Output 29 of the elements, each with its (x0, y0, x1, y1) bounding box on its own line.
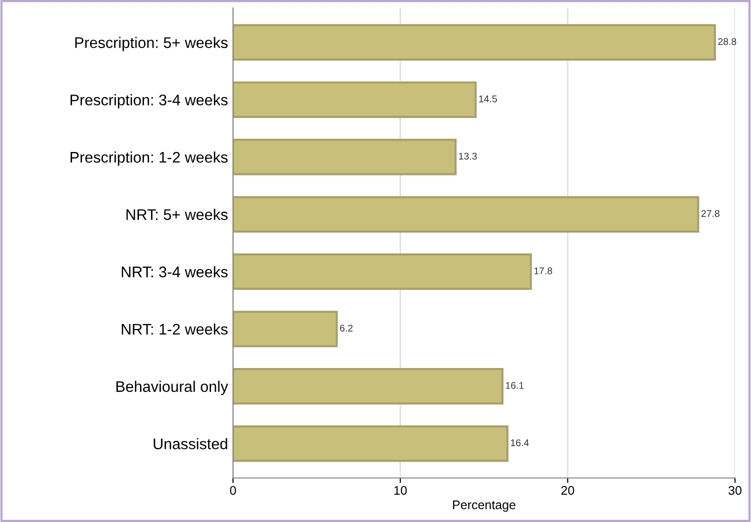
x-tick-label: 20 (561, 486, 574, 495)
y-tick-label: Prescription: 1-2 weeks (70, 151, 228, 166)
y-tick-label: NRT: 3-4 weeks (122, 266, 228, 278)
y-tick-label: Behavioural only (116, 380, 228, 395)
bar (233, 310, 338, 348)
bar (233, 81, 477, 118)
data-label: 13.3 (459, 152, 477, 160)
data-label: 16.4 (510, 439, 529, 446)
data-label: 28.8 (718, 38, 736, 45)
data-label: 17.8 (534, 267, 552, 274)
bar (233, 196, 700, 233)
data-label: 27.8 (701, 210, 720, 217)
y-tick-label: NRT: 5+ weeks (126, 208, 228, 220)
bar (233, 253, 532, 290)
data-label: 6.2 (340, 324, 353, 332)
y-tick-label: NRT: 1-2 weeks (122, 323, 228, 335)
bar (233, 24, 716, 61)
x-tick-label: 0 (230, 486, 236, 495)
bar (233, 138, 457, 176)
data-label: 16.1 (506, 382, 524, 389)
bar (233, 425, 508, 462)
data-label: 14.5 (479, 96, 497, 102)
x-axis-title: Percentage (453, 500, 516, 512)
y-tick-label: Unassisted (154, 438, 228, 450)
y-tick-label: Prescription: 5+ weeks (75, 36, 228, 52)
y-tick-label: Prescription: 3-4 weeks (70, 94, 228, 108)
x-tick-label: 30 (728, 486, 742, 495)
x-tick-label: 10 (394, 486, 407, 495)
bar (233, 368, 504, 405)
